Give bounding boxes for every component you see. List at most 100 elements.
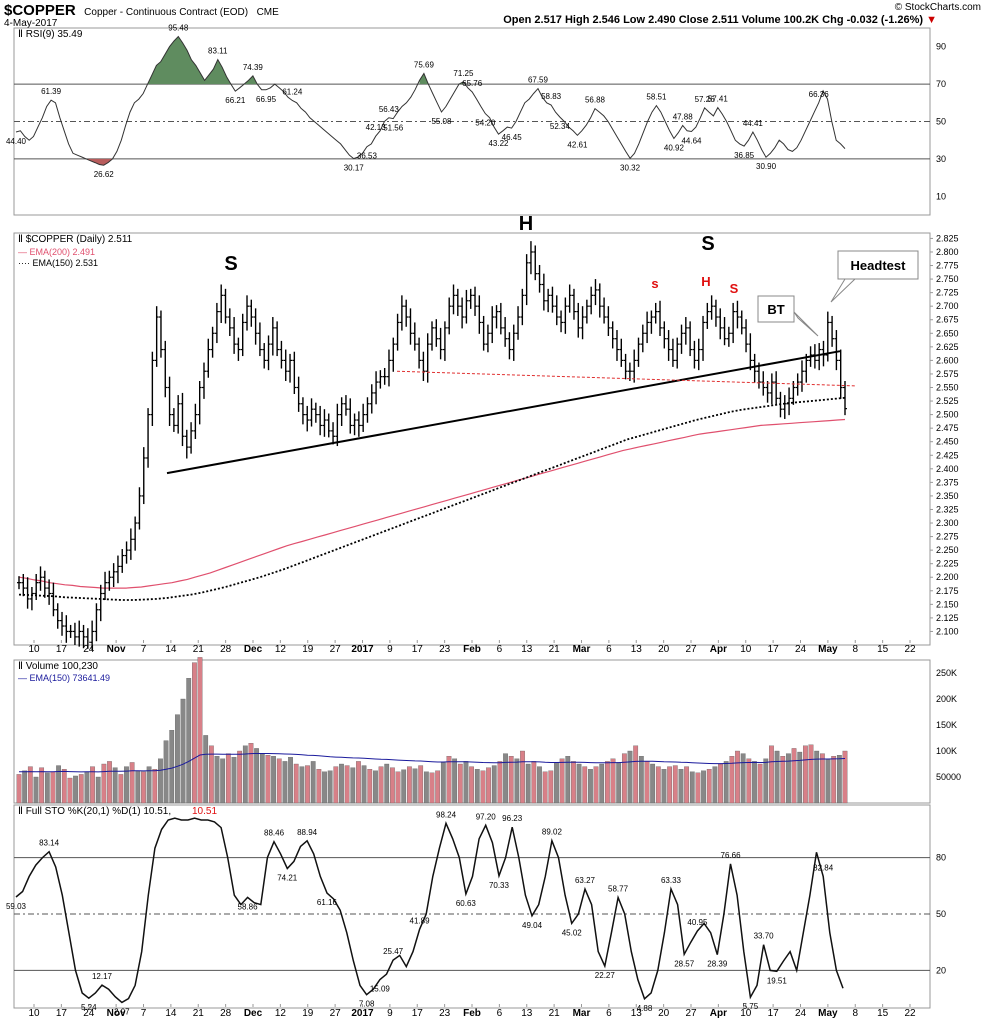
price-tick-label: 2.550 bbox=[936, 383, 959, 393]
price-bar bbox=[511, 324, 516, 361]
x-axis-label-lower: 15 bbox=[877, 1008, 889, 1019]
sto-value-label: 2.97 bbox=[114, 1007, 130, 1016]
x-axis-label-lower: 20 bbox=[658, 1008, 670, 1019]
price-bar bbox=[201, 362, 206, 399]
volume-tick-label: 100K bbox=[936, 746, 957, 756]
volume-bar bbox=[141, 771, 146, 804]
price-bar bbox=[279, 340, 284, 369]
price-bar bbox=[90, 620, 95, 651]
price-bar bbox=[430, 321, 434, 351]
volume-bar bbox=[497, 761, 503, 804]
x-axis-label-upper: 21 bbox=[549, 644, 561, 655]
volume-bar bbox=[565, 756, 571, 804]
sto-value-label: 70.33 bbox=[489, 881, 510, 890]
volume-bar bbox=[124, 766, 129, 804]
sto-value-label: 98.24 bbox=[436, 810, 457, 819]
price-bar bbox=[369, 384, 374, 414]
volume-bar bbox=[288, 757, 293, 804]
price-bar bbox=[352, 413, 357, 436]
volume-bar bbox=[214, 756, 220, 804]
price-bar bbox=[270, 317, 275, 356]
x-axis-label-upper: Mar bbox=[573, 644, 591, 655]
price-bar bbox=[214, 302, 219, 344]
price-bar bbox=[176, 395, 181, 434]
rsi-value-label: 61.24 bbox=[282, 87, 303, 96]
volume-bar bbox=[350, 767, 356, 804]
x-axis-label-upper: 23 bbox=[439, 644, 451, 655]
rsi-value-label: 56.88 bbox=[585, 96, 606, 105]
price-bar bbox=[296, 376, 301, 412]
price-bar bbox=[180, 392, 185, 447]
volume-bar bbox=[118, 774, 124, 804]
price-bar bbox=[171, 408, 176, 432]
volume-bar bbox=[435, 770, 441, 804]
price-bar bbox=[610, 321, 615, 349]
volume-bar bbox=[192, 662, 197, 804]
price-bar bbox=[98, 584, 103, 622]
x-axis-label-lower: 27 bbox=[685, 1008, 697, 1019]
x-axis-label-lower: Apr bbox=[710, 1008, 727, 1019]
price-bar bbox=[658, 300, 663, 336]
sto-value-label: 76.66 bbox=[721, 851, 742, 860]
price-bar bbox=[128, 528, 133, 560]
volume-bar bbox=[254, 748, 259, 804]
volume-bar bbox=[763, 758, 769, 804]
rsi-value-label: 30.32 bbox=[620, 163, 641, 172]
volume-bar bbox=[819, 753, 825, 804]
price-bar bbox=[81, 624, 86, 649]
price-bar bbox=[395, 313, 400, 351]
price-bar bbox=[115, 555, 120, 584]
volume-bar bbox=[446, 756, 452, 804]
price-tick-label: 2.175 bbox=[936, 586, 959, 596]
rsi-overbought-fill bbox=[419, 73, 429, 85]
rsi-value-label: 58.83 bbox=[541, 92, 562, 101]
price-bar bbox=[507, 332, 512, 360]
volume-bar bbox=[644, 761, 650, 804]
volume-bar bbox=[525, 763, 531, 804]
price-bar bbox=[739, 310, 744, 335]
bt-callout-pointer bbox=[793, 311, 819, 337]
price-bar bbox=[300, 397, 305, 425]
x-axis-label-lower: 6 bbox=[606, 1008, 612, 1019]
price-bar bbox=[29, 586, 34, 611]
rsi-value-label: 66.36 bbox=[809, 90, 830, 99]
price-bar bbox=[193, 403, 198, 439]
price-bar bbox=[838, 349, 843, 399]
price-bar bbox=[731, 302, 736, 344]
rsi-value-label: 95.48 bbox=[168, 23, 189, 32]
price-bar bbox=[318, 405, 323, 436]
price-bar bbox=[206, 338, 211, 378]
rsi-tick-label: 70 bbox=[936, 79, 946, 89]
price-bar bbox=[597, 283, 602, 318]
price-bar bbox=[266, 335, 271, 371]
volume-bar bbox=[203, 735, 209, 804]
price-tick-label: 2.650 bbox=[936, 328, 959, 338]
volume-bar bbox=[814, 750, 820, 804]
price-bar bbox=[782, 395, 787, 419]
rsi-value-label: 67.59 bbox=[528, 76, 549, 85]
rsi-value-label: 30.90 bbox=[756, 162, 777, 171]
volume-bar bbox=[367, 769, 373, 804]
price-bar bbox=[442, 321, 447, 361]
ema200-line bbox=[18, 418, 846, 589]
volume-bar bbox=[554, 762, 559, 804]
volume-bar bbox=[576, 763, 582, 804]
rsi-value-label: 83.11 bbox=[208, 47, 228, 56]
price-bar bbox=[632, 349, 637, 383]
volume-bar bbox=[361, 765, 367, 804]
volume-bar bbox=[514, 758, 520, 804]
sto-value-label: 4.88 bbox=[637, 1004, 653, 1013]
sto-value-label: 96.23 bbox=[502, 814, 523, 823]
volume-bar bbox=[186, 678, 192, 804]
sto-value-label: 28.39 bbox=[707, 960, 728, 969]
sto-value-label: 28.57 bbox=[674, 959, 695, 968]
volume-bar bbox=[729, 756, 735, 804]
volume-bar bbox=[701, 770, 706, 804]
price-bar bbox=[756, 362, 761, 389]
x-axis-label-lower: 7 bbox=[141, 1008, 147, 1019]
volume-bar bbox=[712, 766, 718, 804]
sto-value-label: 33.70 bbox=[754, 932, 775, 941]
price-bar bbox=[146, 408, 151, 468]
price-bar bbox=[339, 397, 344, 426]
volume-bar bbox=[33, 776, 39, 804]
